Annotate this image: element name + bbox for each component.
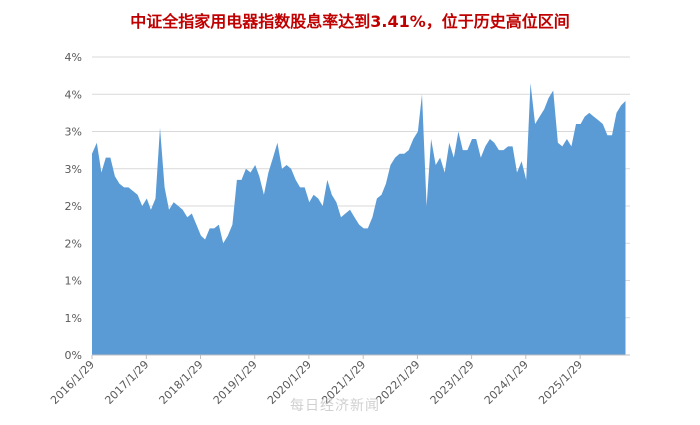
x-tick-label: 2024/1/29	[482, 358, 531, 407]
y-tick-label: 3%	[65, 163, 82, 176]
y-tick-label: 2%	[65, 200, 82, 213]
y-tick-label: 4%	[65, 51, 82, 64]
x-tick-label: 2022/1/29	[373, 358, 422, 407]
x-tick-label: 2017/1/29	[102, 358, 151, 407]
chart-title: 中证全指家用电器指数股息率达到3.41%，位于历史高位区间	[130, 12, 570, 31]
x-tick-label: 2025/1/29	[536, 358, 585, 407]
watermark-text: 每日经济新闻	[290, 398, 380, 414]
x-tick-label: 2023/1/29	[428, 358, 477, 407]
y-tick-label: 1%	[65, 312, 82, 325]
x-tick-label: 2016/1/29	[48, 358, 97, 407]
area-fill	[92, 83, 626, 355]
y-tick-label: 3%	[65, 126, 82, 139]
x-tick-label: 2019/1/29	[211, 358, 260, 407]
x-tick-label: 2018/1/29	[157, 358, 206, 407]
area-series	[92, 83, 626, 355]
y-tick-label: 1%	[65, 275, 82, 288]
y-tick-label: 4%	[65, 88, 82, 101]
y-tick-label: 2%	[65, 237, 82, 250]
y-tick-label: 0%	[65, 349, 82, 362]
